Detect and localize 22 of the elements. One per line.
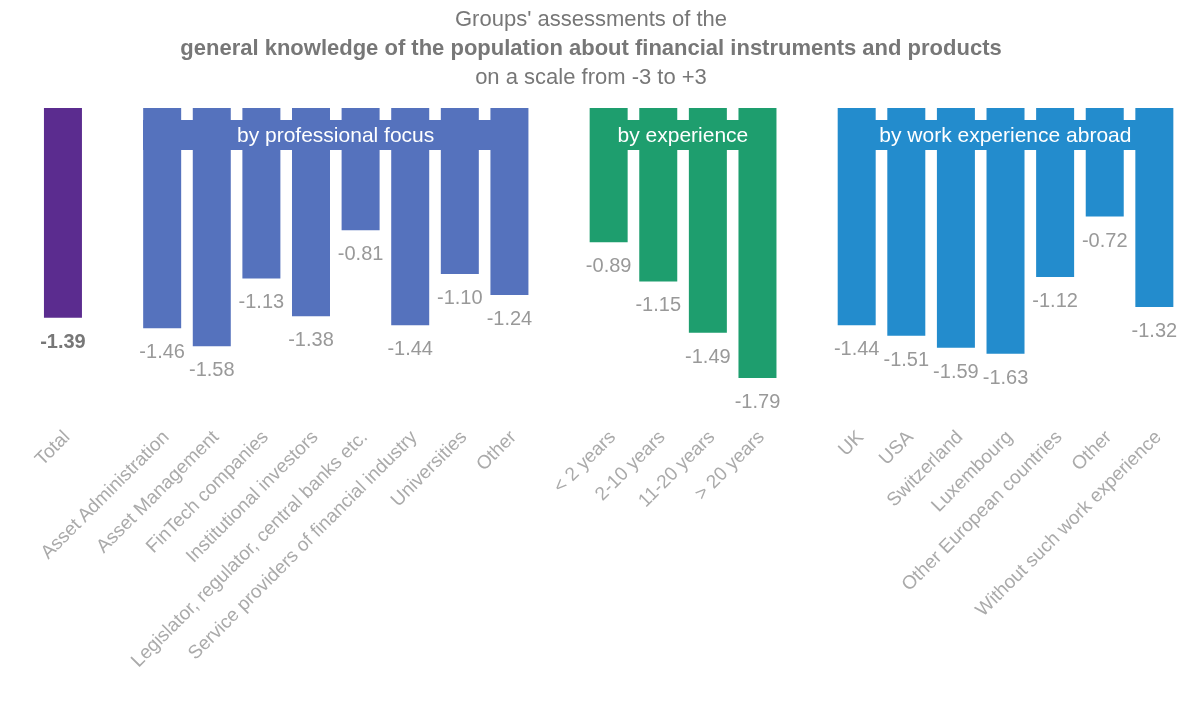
data-label: -1.32 <box>1131 319 1178 342</box>
data-label: -1.44 <box>833 337 880 360</box>
data-label: -1.44 <box>387 337 434 360</box>
data-label: -0.72 <box>1081 228 1128 251</box>
data-label: -1.39 <box>40 329 86 352</box>
data-label: -0.81 <box>337 242 384 265</box>
data-label: -1.49 <box>685 344 731 367</box>
data-label: -1.51 <box>883 347 930 370</box>
data-label: -0.89 <box>585 254 632 277</box>
data-label: -1.12 <box>1032 288 1078 311</box>
data-label: -1.10 <box>437 285 483 308</box>
data-label: -1.63 <box>982 365 1029 388</box>
data-label: -1.15 <box>635 293 682 316</box>
data-label: -1.59 <box>933 359 979 382</box>
data-label: -1.38 <box>288 328 334 351</box>
data-label: -1.58 <box>188 358 235 381</box>
data-label: -1.46 <box>139 340 185 363</box>
chart-subtitle: on a scale from -3 to +3 <box>474 63 708 91</box>
data-label: -1.13 <box>238 290 285 313</box>
x-tick-label: UK <box>833 425 868 460</box>
data-label: -1.24 <box>486 307 533 330</box>
data-label: -1.79 <box>734 390 781 412</box>
